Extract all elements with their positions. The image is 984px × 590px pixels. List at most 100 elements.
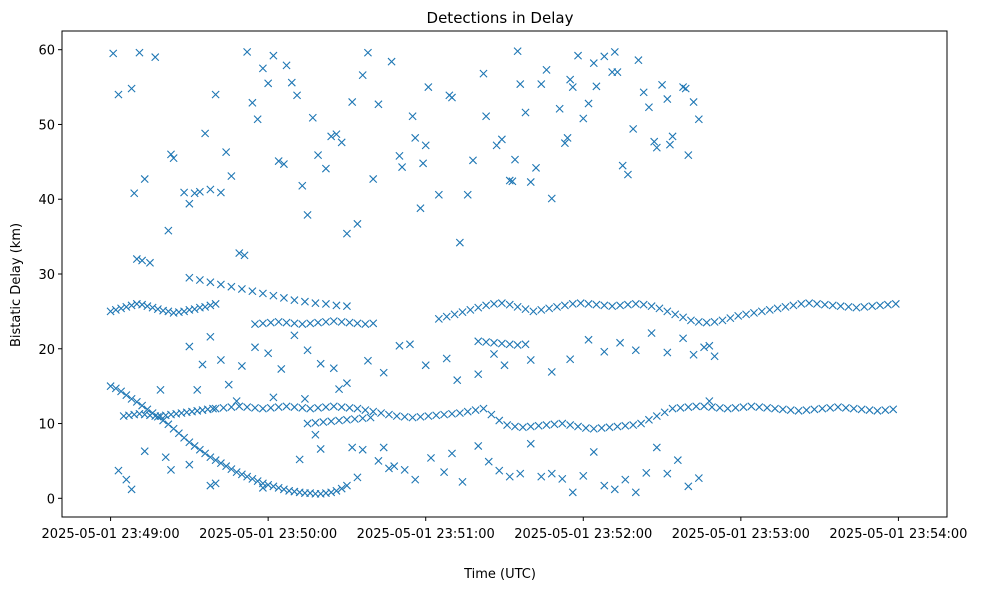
marker-scattered-detections-43 [337, 138, 346, 147]
marker-track-23km-mid-3 [274, 317, 283, 326]
marker-scattered-detections-166 [694, 474, 703, 483]
marker-track-12km-75 [802, 406, 811, 415]
marker-scattered-detections-13 [180, 188, 189, 197]
marker-scattered-detections-106 [668, 132, 677, 141]
marker-scattered-detections-0 [109, 49, 118, 58]
marker-descending-track-33 [279, 485, 288, 494]
marker-track-12km-12 [306, 404, 315, 413]
marker-track-25km-70 [820, 300, 829, 309]
marker-track-23km-mid-6 [298, 320, 307, 329]
marker-scattered-detections-128 [300, 394, 309, 403]
marker-scattered-detections-194 [584, 335, 593, 344]
marker-track-25km-57 [718, 316, 727, 325]
marker-track-10km-mid-0 [303, 419, 312, 428]
marker-scattered-detections-134 [358, 445, 367, 454]
marker-scattered-detections-167 [705, 397, 714, 406]
marker-scattered-detections-81 [555, 104, 564, 113]
marker-scattered-detections-123 [224, 380, 233, 389]
marker-track-12km-30 [447, 409, 456, 418]
marker-track-25km-20 [211, 299, 220, 308]
marker-scattered-detections-110 [689, 98, 698, 107]
marker-scattered-detections-83 [563, 133, 572, 142]
marker-track-25km-75 [860, 302, 869, 311]
marker-scattered-detections-143 [447, 449, 456, 458]
marker-scattered-detections-158 [610, 485, 619, 494]
marker-track-12km-54 [637, 419, 646, 428]
marker-scattered-detections-178 [316, 359, 325, 368]
marker-descending-track-45 [342, 481, 351, 490]
marker-track-12km-0 [211, 404, 220, 413]
marker-track-25km-28 [490, 299, 498, 308]
marker-scattered-detections-1 [114, 90, 123, 99]
marker-track-25km-41 [592, 300, 601, 309]
marker-track-12km-56 [652, 412, 661, 421]
marker-scattered-detections-56 [416, 204, 425, 213]
marker-track-12km-6 [258, 404, 267, 413]
marker-scattered-detections-105 [665, 140, 674, 149]
marker-scattered-detections-76 [526, 178, 535, 187]
marker-track-25km-46 [631, 299, 640, 308]
marker-scattered-detections-39 [314, 151, 323, 160]
y-axis: 0 10 20 30 40 50 60 [38, 44, 62, 507]
marker-descending-track-42 [327, 488, 336, 497]
marker-scattered-detections-137 [384, 464, 393, 473]
marker-track-12km-53 [629, 421, 638, 430]
marker-track-12km-5 [251, 403, 260, 412]
marker-scattered-detections-47 [358, 71, 367, 80]
marker-scattered-detections-192 [547, 367, 556, 376]
marker-track-12km-42 [542, 421, 551, 430]
marker-scattered-detections-186 [442, 354, 451, 363]
marker-track-12km-26 [416, 412, 425, 421]
marker-track-12km-65 [723, 404, 732, 413]
marker-scattered-detections-108 [681, 84, 690, 93]
marker-track-25km-79 [891, 299, 900, 308]
marker-track-23km-mid-7 [306, 319, 315, 328]
marker-upper-track-15 [342, 302, 351, 311]
marker-track-12km-3 [235, 402, 244, 411]
marker-track-12km-11 [298, 403, 307, 412]
marker-track-12km-84 [873, 406, 882, 415]
marker-track-12km-63 [707, 403, 716, 412]
marker-scattered-detections-73 [513, 47, 522, 56]
marker-scattered-detections-171 [216, 355, 225, 364]
marker-scattered-detections-27 [253, 115, 262, 124]
marker-track-12km-72 [778, 405, 787, 414]
marker-scattered-detections-17 [201, 129, 210, 138]
marker-scattered-detections-163 [663, 469, 672, 478]
marker-scattered-detections-109 [684, 151, 693, 160]
marker-scattered-detections-55 [411, 133, 420, 142]
marker-scattered-detections-14 [185, 199, 194, 208]
marker-scattered-detections-31 [274, 157, 283, 166]
marker-scattered-detections-183 [395, 341, 404, 350]
marker-scattered-detections-202 [700, 343, 709, 352]
marker-descending-track-6 [138, 401, 147, 410]
marker-scattered-detections-64 [463, 190, 472, 199]
marker-track-12km-48 [589, 424, 598, 433]
marker-upper-track-1 [195, 275, 204, 284]
marker-scattered-detections-204 [710, 352, 719, 361]
marker-scattered-detections-8 [138, 256, 147, 265]
marker-track-25km-52 [679, 313, 688, 322]
marker-scattered-detections-38 [308, 113, 317, 122]
marker-track-25km-78 [883, 300, 892, 309]
marker-scattered-detections-172 [237, 361, 246, 370]
marker-track-12km-68 [747, 402, 756, 411]
marker-track-21km-0 [474, 337, 483, 346]
marker-track-12km-4 [243, 403, 252, 412]
marker-scattered-detections-189 [490, 350, 498, 358]
marker-track-23km-mid-2 [266, 318, 275, 327]
marker-scattered-detections-136 [379, 443, 388, 452]
marker-track-25km-47 [639, 300, 648, 309]
marker-track-12km-47 [581, 424, 590, 433]
marker-track-25km-14 [180, 307, 189, 316]
marker-scattered-detections-78 [537, 80, 546, 89]
marker-descending-track-19 [206, 453, 215, 462]
marker-track-25km-65 [781, 302, 790, 311]
marker-scattered-detections-101 [650, 137, 659, 146]
marker-scattered-detections-60 [434, 190, 443, 199]
marker-track-12km-23 [392, 412, 401, 421]
marker-scattered-detections-203 [705, 341, 714, 350]
marker-scattered-detections-141 [426, 453, 435, 462]
marker-track-25km-24 [458, 308, 467, 317]
marker-scattered-detections-191 [526, 355, 535, 364]
